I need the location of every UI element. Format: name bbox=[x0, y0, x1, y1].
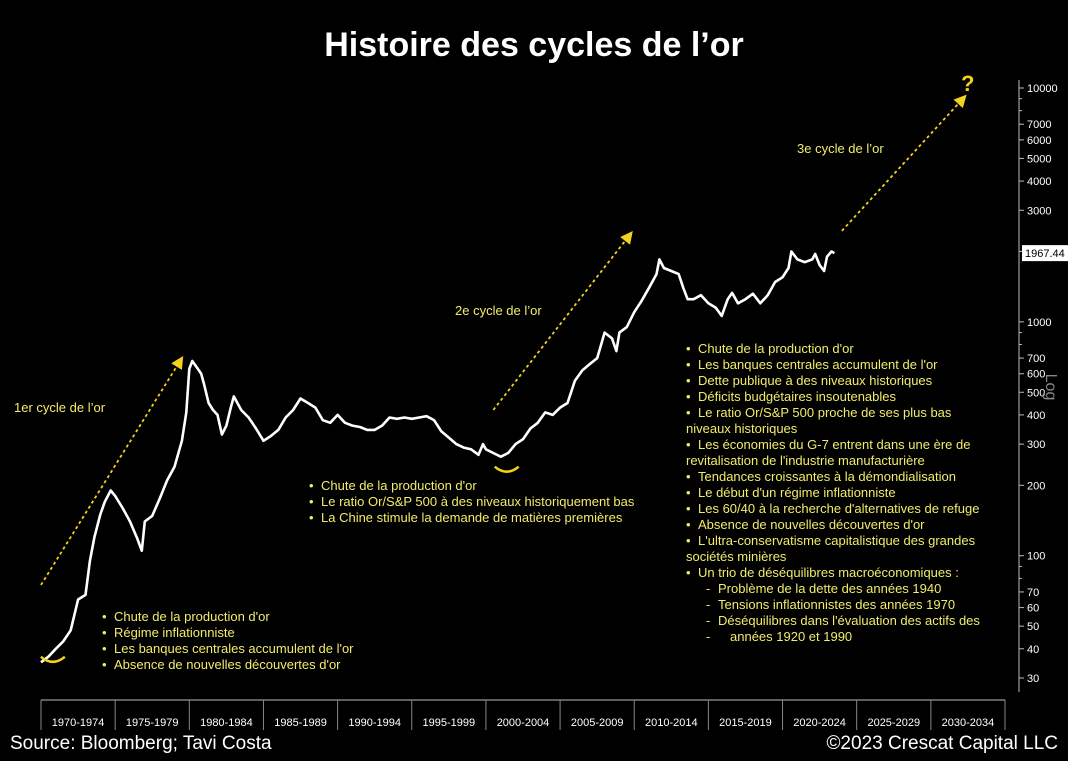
x-tick-label: 2025-2029 bbox=[867, 717, 920, 729]
x-tick-label: 1970-1974 bbox=[52, 717, 105, 729]
y-tick-label: 300 bbox=[1027, 439, 1045, 451]
y-tick-label: 10000 bbox=[1027, 83, 1058, 95]
cycle-3-note: Les 60/40 à la recherche d'alternatives … bbox=[686, 501, 980, 517]
cycle-1-note: Les banques centrales accumulent de l'or bbox=[102, 641, 354, 657]
last-value-label: 1967.44 bbox=[1025, 248, 1065, 260]
gold-price-line bbox=[40, 250, 836, 664]
cycle-3-subnote-cont: années 1920 et 1990 bbox=[686, 629, 980, 645]
y-tick-label: 50 bbox=[1027, 621, 1039, 633]
cycle-3-note-cont: niveaux historiques bbox=[686, 421, 798, 436]
cycle-3-note: Déficits budgétaires insoutenables bbox=[686, 389, 980, 405]
cycle-3-label: 3e cycle de l’or bbox=[797, 141, 884, 156]
cycle-1-note: Régime inflationniste bbox=[102, 625, 354, 641]
y-tick-label: 600 bbox=[1027, 369, 1045, 381]
cycle-1-label: 1er cycle de l’or bbox=[14, 400, 106, 415]
x-tick-label: 1985-1989 bbox=[274, 717, 327, 729]
cycle-3-note: Le ratio Or/S&P 500 proche de ses plus b… bbox=[686, 405, 980, 421]
x-tick-label: 1980-1984 bbox=[200, 717, 253, 729]
cycle-3-note: Chute de la production d'or bbox=[686, 341, 980, 357]
y-tick-label: 700 bbox=[1027, 353, 1045, 365]
source-label: Source: Bloomberg; Tavi Costa bbox=[10, 733, 272, 754]
cycle-3-note: Tendances croissantes à la démondialisat… bbox=[686, 469, 980, 485]
cycle-3-note: Les banques centrales accumulent de l'or bbox=[686, 357, 980, 373]
cycle-3-notes: Chute de la production d'or Les banques … bbox=[686, 341, 980, 645]
cycle-3-note: Les économies du G-7 entrent dans une èr… bbox=[686, 437, 980, 453]
cycle-1-note: Chute de la production d'or bbox=[102, 609, 354, 625]
y-tick-label: 6000 bbox=[1027, 135, 1051, 147]
cycle-3-note: Un trio de déséquilibres macroéconomique… bbox=[686, 565, 980, 581]
cycle-low-marker bbox=[493, 465, 520, 473]
y-tick-label: 400 bbox=[1027, 410, 1045, 422]
cycle-2-note: Le ratio Or/S&P 500 à des niveaux histor… bbox=[309, 494, 634, 510]
cycle-1-note: Absence de nouvelles découvertes d'or bbox=[102, 657, 354, 673]
x-tick-label: 2010-2014 bbox=[645, 717, 698, 729]
cycle-3-note-cont: revitalisation de l'industrie manufactur… bbox=[686, 453, 925, 468]
y-tick-label: 3000 bbox=[1027, 205, 1051, 217]
cycle-3-subnote: Déséquilibres dans l'évaluation des acti… bbox=[686, 613, 980, 629]
cycle-arrow-3 bbox=[841, 94, 967, 232]
chart-title: Histoire des cycles de l’or bbox=[324, 26, 744, 64]
x-tick-label: 2015-2019 bbox=[719, 717, 772, 729]
cycle-arrow-1 bbox=[40, 355, 184, 586]
cycle-low-marker bbox=[40, 655, 66, 664]
y-axis-label: Log bbox=[1042, 374, 1059, 401]
cycle-3-subnote: Tensions inflationnistes des années 1970 bbox=[686, 597, 980, 613]
y-tick-label: 5000 bbox=[1027, 153, 1051, 165]
cycle-2-notes: Chute de la production d'or Le ratio Or/… bbox=[309, 478, 634, 526]
y-tick-label: 40 bbox=[1027, 644, 1039, 656]
x-tick-label: 2000-2004 bbox=[497, 717, 550, 729]
cycle-3-note: Le début d'un régime inflationniste bbox=[686, 485, 980, 501]
x-tick-label: 2005-2009 bbox=[571, 717, 624, 729]
copyright-label: ©2023 Crescat Capital LLC bbox=[826, 733, 1058, 754]
cycle-2-note: La Chine stimule la demande de matières … bbox=[309, 510, 634, 526]
x-tick-label: 1975-1979 bbox=[126, 717, 179, 729]
cycle-2-note: Chute de la production d'or bbox=[309, 478, 634, 494]
y-tick-label: 100 bbox=[1027, 551, 1045, 563]
y-tick-label: 70 bbox=[1027, 587, 1039, 599]
y-tick-label: 7000 bbox=[1027, 119, 1051, 131]
cycle-1-notes: Chute de la production d'or Régime infla… bbox=[102, 609, 354, 673]
cycle-3-note: Absence de nouvelles découvertes d'or bbox=[686, 517, 980, 533]
cycle-2-label: 2e cycle de l’or bbox=[455, 303, 542, 318]
x-tick-label: 2030-2034 bbox=[942, 717, 995, 729]
x-tick-label: 2020-2024 bbox=[793, 717, 846, 729]
y-tick-label: 1000 bbox=[1027, 317, 1051, 329]
question-mark: ? bbox=[961, 71, 975, 96]
last-value-box bbox=[1022, 245, 1068, 262]
x-tick-label: 1990-1994 bbox=[348, 717, 401, 729]
cycle-3-note: Dette publique à des niveaux historiques bbox=[686, 373, 980, 389]
x-tick-label: 1995-1999 bbox=[423, 717, 476, 729]
y-tick-label: 200 bbox=[1027, 480, 1045, 492]
cycle-arrow-2 bbox=[492, 230, 633, 411]
y-tick-label: 60 bbox=[1027, 603, 1039, 615]
cycle-3-note: L'ultra-conservatisme capitalistique des… bbox=[686, 533, 980, 549]
cycle-3-note-cont: sociétés minières bbox=[686, 549, 787, 564]
y-tick-label: 30 bbox=[1027, 673, 1039, 685]
y-tick-label: 500 bbox=[1027, 387, 1045, 399]
cycle-3-subnote: Problème de la dette des années 1940 bbox=[686, 581, 980, 597]
y-tick-label: 4000 bbox=[1027, 176, 1051, 188]
